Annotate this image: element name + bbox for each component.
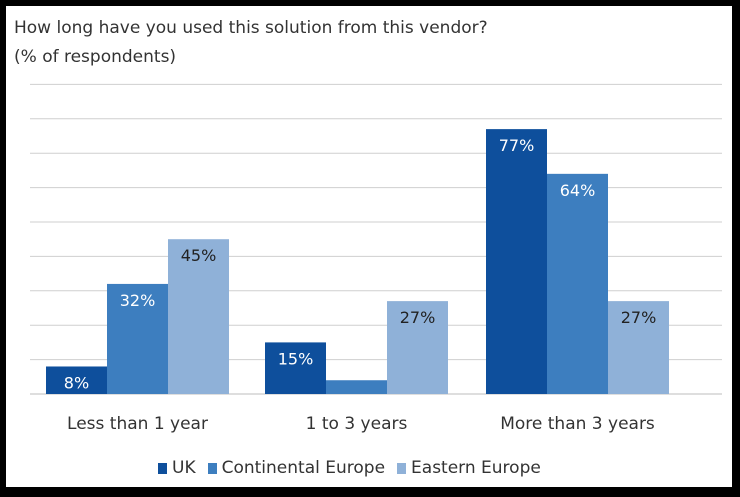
- legend: UK Continental Europe Eastern Europe: [158, 458, 553, 478]
- bar-1-1: [326, 380, 387, 394]
- bar-0-0: [46, 366, 107, 394]
- bar-1-2: [387, 301, 448, 394]
- legend-label-continental-europe: Continental Europe: [221, 458, 386, 478]
- value-label-1-0: 15%: [278, 349, 314, 368]
- bar-0-1: [107, 283, 168, 394]
- bar-chart: 8% 32% 45% 15% 27% 77% 64% 27% Less than 1 year…: [30, 83, 722, 434]
- legend-swatch-eastern-europe: [397, 462, 407, 474]
- value-label-0-2: 45%: [181, 246, 217, 265]
- chart-frame: How long have you used this solution fro…: [6, 6, 732, 487]
- legend-label-eastern-europe: Eastern Europe: [411, 458, 541, 478]
- chart-title: How long have you used this solution fro…: [14, 18, 488, 38]
- chart-subtitle: (% of respondents): [14, 47, 177, 67]
- legend-item-continental-europe: Continental Europe: [207, 458, 386, 478]
- bar-2-1: [547, 173, 608, 394]
- category-label-1: 1 to 3 years: [306, 414, 408, 434]
- legend-item-uk: UK: [158, 458, 196, 478]
- legend-label-uk: UK: [172, 458, 196, 478]
- category-labels: Less than 1 year 1 to 3 years More than 3 …: [67, 414, 655, 434]
- bar-2-0: [486, 129, 547, 394]
- legend-swatch-uk: [158, 462, 167, 474]
- value-label-0-0: 8%: [64, 373, 89, 392]
- value-label-2-2: 27%: [621, 308, 657, 327]
- legend-swatch-continental-europe: [207, 462, 217, 474]
- legend-item-eastern-europe: Eastern Europe: [397, 458, 541, 478]
- bar-2-2: [608, 301, 669, 394]
- value-label-0-1: 32%: [120, 291, 156, 310]
- bars: [46, 129, 669, 394]
- value-label-2-1: 64%: [560, 181, 596, 200]
- category-label-2: More than 3 years: [500, 414, 655, 434]
- bar-1-0: [265, 342, 326, 394]
- value-labels: 8% 32% 45% 15% 27% 77% 64% 27%: [64, 136, 656, 392]
- value-label-1-2: 27%: [400, 308, 436, 327]
- category-label-0: Less than 1 year: [67, 414, 208, 434]
- value-label-2-0: 77%: [499, 136, 535, 155]
- bar-0-2: [168, 239, 229, 394]
